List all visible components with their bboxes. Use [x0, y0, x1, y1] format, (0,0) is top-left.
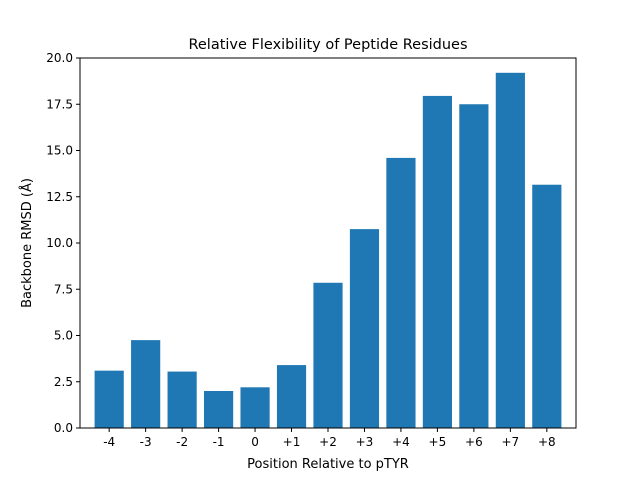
x-tick-label: +2 [319, 435, 337, 449]
y-tick-label: 5.0 [54, 329, 73, 343]
bar--1 [204, 391, 234, 428]
bars-group [94, 72, 562, 429]
x-tick-label: +6 [465, 435, 483, 449]
bar-+2 [313, 282, 343, 428]
x-tick-label: +7 [502, 435, 520, 449]
y-tick-label: 12.5 [46, 190, 73, 204]
x-tick-label: -1 [213, 435, 225, 449]
x-axis-ticks: -4 -3 -2 -1 0 +1 +2 +3 +4 +5 +6 +7 +8 [103, 428, 556, 449]
bar--4 [94, 370, 124, 428]
x-axis-label: Position Relative to pTYR [247, 457, 409, 472]
y-tick-label: 17.5 [46, 97, 73, 111]
x-tick-label: +8 [538, 435, 556, 449]
x-tick-label: +3 [356, 435, 374, 449]
bar--3 [131, 340, 161, 428]
bar-+1 [276, 365, 307, 428]
bar--2 [167, 371, 197, 428]
y-tick-label: 7.5 [54, 282, 73, 296]
bar-+3 [349, 229, 380, 428]
y-tick-label: 2.5 [54, 375, 73, 389]
bar-+5 [422, 95, 452, 429]
x-tick-label: +5 [429, 435, 447, 449]
y-tick-label: 20.0 [46, 51, 73, 65]
y-axis-ticks: 0.0 2.5 5.0 7.5 10.0 12.5 15.0 17.5 20.0 [46, 51, 80, 435]
bar-0 [240, 387, 270, 428]
x-tick-label: 0 [251, 435, 259, 449]
bar-+7 [495, 72, 525, 429]
y-tick-label: 10.0 [46, 236, 73, 250]
x-tick-label: -4 [103, 435, 115, 449]
x-tick-label: +1 [283, 435, 301, 449]
bar-+8 [532, 184, 562, 428]
plot-frame [79, 57, 577, 429]
x-tick-label: +4 [392, 435, 410, 449]
y-tick-label: 15.0 [46, 144, 73, 158]
x-tick-label: -2 [176, 435, 188, 449]
bar-+6 [459, 104, 489, 428]
x-tick-label: -3 [140, 435, 152, 449]
bar-+4 [386, 157, 416, 428]
y-axis-label: Backbone RMSD (Å) [19, 178, 35, 308]
chart-title: Relative Flexibility of Peptide Residues [188, 37, 467, 53]
y-tick-label: 0.0 [54, 421, 73, 435]
